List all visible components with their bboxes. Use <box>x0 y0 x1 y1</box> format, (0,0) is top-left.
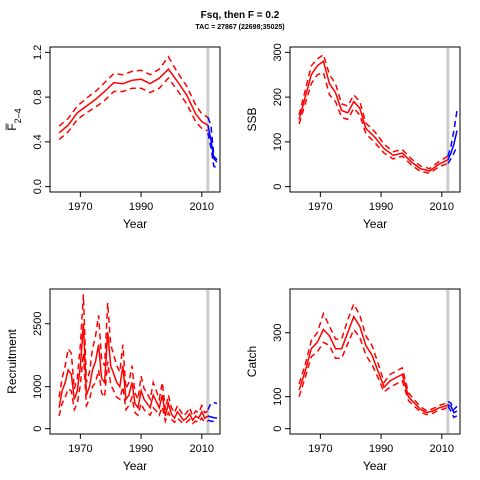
series-historic-upper <box>298 302 449 412</box>
panel-ssb: 1970 1990 2010 0 100 200 300 Year SSB <box>245 43 461 231</box>
x-axis-label: Year <box>123 459 147 473</box>
x-tick-label: 1970 <box>68 443 92 455</box>
plot-frame <box>49 288 221 435</box>
plot-frame <box>289 288 461 435</box>
x-tick-label: 1970 <box>308 201 332 213</box>
x-axis-label: Year <box>123 217 147 231</box>
series-projection-lower <box>207 132 218 169</box>
x-axis-label: Year <box>363 459 387 473</box>
y-axis-label: Recruitment <box>5 328 19 393</box>
panel-recruitment: 1970 1990 2010 0 1000 2500 Year Recruitment <box>5 288 221 473</box>
x-tick-label: 1990 <box>369 443 393 455</box>
series-projection-median <box>447 404 458 414</box>
series-projection-upper <box>447 400 458 411</box>
y-tick-label: 100 <box>272 133 284 151</box>
x-tick-label: 2010 <box>190 201 214 213</box>
series-projection-median <box>207 124 218 163</box>
y-tick-label: 0.8 <box>32 89 44 104</box>
series-historic-median <box>298 315 449 414</box>
x-tick-label: 1970 <box>68 201 92 213</box>
panel-f: 1970 1990 2010 0.0 0.4 0.8 1.2 Year F̅2–4 <box>5 45 221 231</box>
y-tick-label: 1.2 <box>32 45 44 60</box>
plot-frame <box>49 46 221 193</box>
series-historic-lower <box>298 328 449 416</box>
series-projection-upper <box>207 401 218 411</box>
series-historic-lower <box>58 353 209 425</box>
x-tick-label: 2010 <box>430 443 454 455</box>
y-tick-label: 300 <box>272 43 284 61</box>
y-tick-label: 0 <box>272 184 284 190</box>
x-tick-label: 1990 <box>129 443 153 455</box>
x-tick-label: 2010 <box>430 201 454 213</box>
x-tick-label: 1970 <box>308 443 332 455</box>
y-tick-label: 1000 <box>32 374 44 398</box>
figure-title: Fsq, then F = 0.2 <box>200 10 280 21</box>
panel-catch: 1970 1990 2010 0 100 300 Year Catch <box>245 288 461 473</box>
y-axis-label: SSB <box>245 107 259 131</box>
x-axis-label: Year <box>363 217 387 231</box>
y-tick-label: 0 <box>32 426 44 432</box>
series-projection-lower <box>207 419 218 423</box>
series-historic-median <box>58 68 209 134</box>
series-projection-lower <box>447 146 458 164</box>
series-historic-median <box>298 60 449 172</box>
y-tick-label: 100 <box>272 387 284 405</box>
x-tick-label: 1990 <box>129 201 153 213</box>
plot-frame <box>289 46 461 193</box>
y-tick-label: 0 <box>272 426 284 432</box>
series-historic-upper <box>298 53 449 170</box>
figure-subtitle: TAC = 27867 (22698;35025) <box>195 24 285 31</box>
y-axis-label: Catch <box>245 346 259 377</box>
y-tick-label: 2500 <box>32 311 44 335</box>
y-tick-label: 0.0 <box>32 179 44 194</box>
y-axis-label-subscript: 2–4 <box>13 108 23 123</box>
x-tick-label: 2010 <box>190 443 214 455</box>
series-historic-lower <box>298 71 449 174</box>
x-tick-label: 1990 <box>369 201 393 213</box>
series-projection-lower <box>447 405 458 419</box>
y-axis-label: F̅2–4 <box>5 108 23 130</box>
y-tick-label: 0.4 <box>32 134 44 149</box>
y-tick-label: 200 <box>272 88 284 106</box>
series-projection-upper <box>447 110 458 157</box>
series-projection-median <box>207 415 218 419</box>
series-projection-median <box>447 130 458 161</box>
series-projection-upper <box>207 117 218 161</box>
series-historic-median <box>58 323 209 422</box>
y-tick-label: 300 <box>272 324 284 342</box>
